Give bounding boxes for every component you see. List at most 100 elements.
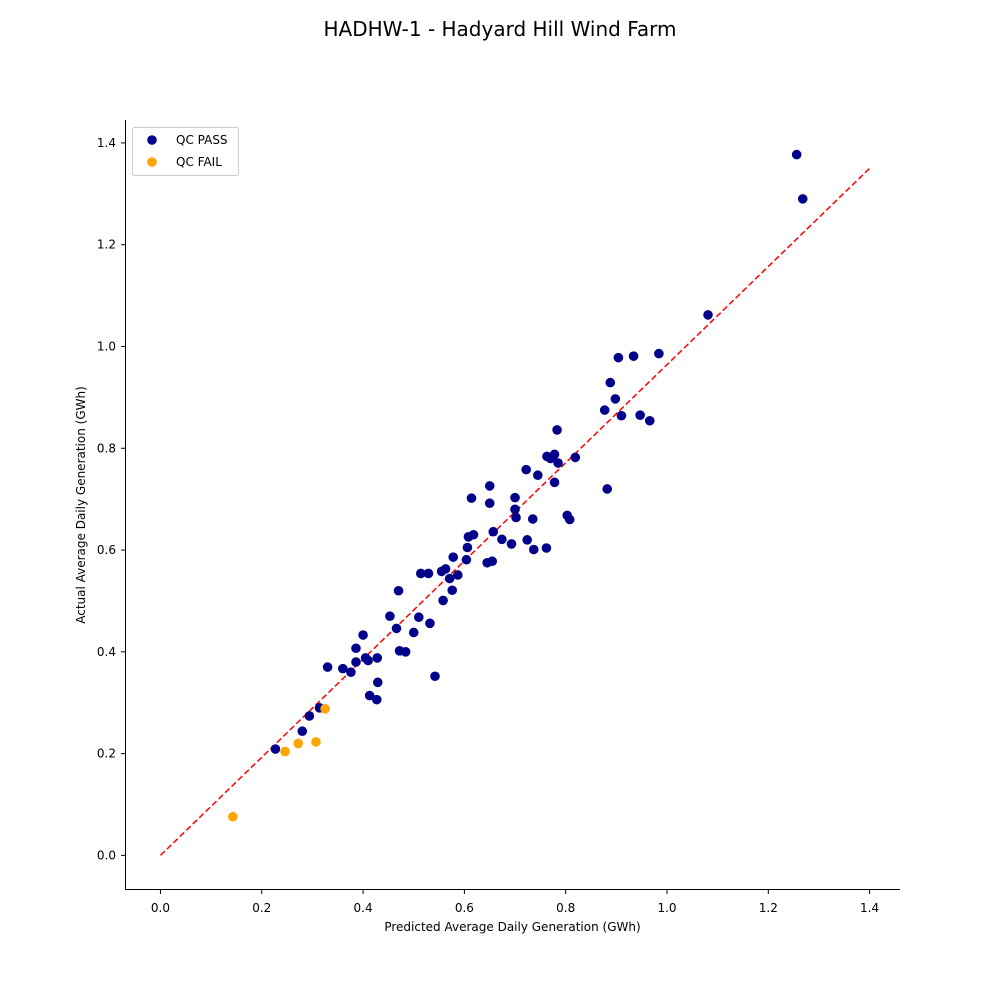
- legend-label-qc-fail: QC FAIL: [176, 155, 222, 169]
- legend: QC PASS QC FAIL: [132, 127, 239, 176]
- data-point-qc-pass: [613, 352, 624, 363]
- y-axis-label: Actual Average Daily Generation (GWh): [74, 386, 88, 624]
- y-tick-label: 0.0: [97, 848, 116, 862]
- data-point-qc-pass: [346, 667, 356, 677]
- data-point-qc-pass: [372, 653, 383, 663]
- data-point-qc-pass: [484, 498, 495, 509]
- legend-box: [132, 127, 239, 176]
- data-point-qc-pass: [599, 405, 610, 415]
- x-tick-label: 1.2: [759, 901, 778, 915]
- data-point-qc-pass: [602, 484, 613, 494]
- data-point-qc-pass: [616, 410, 627, 421]
- data-point-qc-pass: [605, 377, 616, 388]
- data-point-qc-pass: [564, 514, 575, 525]
- y-tick-label: 1.4: [97, 136, 116, 150]
- data-point-qc-pass: [570, 452, 581, 463]
- data-point-qc-pass: [522, 535, 532, 545]
- data-point-qc-pass: [549, 477, 560, 488]
- data-point-qc-pass: [447, 585, 458, 596]
- data-point-qc-pass: [351, 643, 361, 654]
- data-point-qc-pass: [488, 526, 499, 537]
- data-point-qc-pass: [351, 657, 361, 667]
- data-point-qc-pass: [297, 726, 308, 737]
- data-point-qc-pass: [393, 585, 404, 596]
- data-point-qc-pass: [487, 556, 498, 567]
- data-point-qc-pass: [628, 351, 639, 361]
- data-point-qc-pass: [791, 149, 802, 160]
- data-point-qc-pass: [654, 348, 664, 359]
- data-point-qc-pass: [644, 415, 655, 426]
- data-point-qc-pass: [408, 627, 419, 638]
- data-point-qc-pass: [552, 425, 562, 435]
- data-point-qc-pass: [413, 612, 424, 623]
- y-tick-label: 0.8: [97, 441, 116, 455]
- x-tick-label: 0.8: [556, 901, 575, 915]
- data-point-qc-pass: [533, 470, 543, 481]
- data-point-qc-fail: [320, 704, 330, 714]
- data-point-qc-pass: [338, 663, 348, 674]
- data-point-qc-pass: [448, 552, 459, 562]
- data-point-qc-pass: [506, 539, 517, 549]
- reference-line: [159, 167, 871, 856]
- data-point-qc-pass: [385, 611, 395, 621]
- data-point-qc-pass: [358, 630, 368, 640]
- data-point-qc-pass: [461, 554, 472, 565]
- data-point-qc-pass: [371, 694, 382, 705]
- data-point-qc-pass: [440, 564, 451, 574]
- data-point-qc-fail: [280, 746, 290, 757]
- data-point-qc-pass: [452, 570, 463, 580]
- data-point-qc-pass: [416, 568, 426, 579]
- data-point-qc-pass: [322, 662, 333, 672]
- y-tick-label: 0.4: [97, 645, 116, 659]
- x-tick-label: 1.4: [860, 901, 879, 915]
- data-point-qc-pass: [400, 647, 411, 657]
- data-point-qc-pass: [364, 690, 375, 701]
- data-point-qc-pass: [510, 492, 520, 503]
- data-point-qc-pass: [635, 410, 645, 420]
- data-point-qc-fail: [228, 811, 238, 822]
- x-tick-label: 0.6: [455, 901, 474, 915]
- data-point-qc-pass: [363, 655, 373, 666]
- chart-title: HADHW-1 - Hadyard Hill Wind Farm: [324, 17, 677, 41]
- data-point-qc-pass: [521, 464, 531, 475]
- y-tick-label: 1.2: [97, 238, 116, 252]
- data-point-qc-pass: [484, 481, 495, 491]
- x-tick-label: 0.2: [252, 901, 271, 915]
- data-point-qc-pass: [304, 711, 315, 721]
- data-point-qc-pass: [468, 529, 479, 540]
- data-point-qc-pass: [511, 512, 521, 523]
- data-point-qc-pass: [549, 449, 560, 460]
- data-point-qc-pass: [444, 573, 455, 584]
- data-point-qc-pass: [541, 543, 552, 553]
- data-point-qc-pass: [372, 677, 383, 688]
- x-tick-label: 1.0: [657, 901, 676, 915]
- data-point-qc-pass: [553, 458, 563, 468]
- data-point-qc-pass: [510, 504, 520, 515]
- data-point-qc-pass: [797, 194, 808, 204]
- data-point-qc-pass: [438, 595, 448, 606]
- y-tick-label: 0.6: [97, 543, 116, 557]
- legend-marker-qc-pass: [147, 135, 157, 145]
- y-tick-label: 1.0: [97, 339, 116, 353]
- data-point-qc-pass: [610, 394, 621, 404]
- data-point-qc-fail: [311, 737, 321, 747]
- x-axis-label: Predicted Average Daily Generation (GWh): [384, 920, 640, 934]
- data-point-qc-fail: [293, 738, 304, 749]
- data-point-qc-pass: [528, 544, 539, 555]
- data-point-qc-pass: [391, 623, 402, 634]
- data-point-qc-pass: [423, 568, 434, 579]
- legend-label-qc-pass: QC PASS: [176, 133, 228, 147]
- x-tick-label: 0.0: [151, 901, 170, 915]
- data-point-qc-pass: [703, 310, 713, 320]
- data-point-qc-pass: [462, 542, 473, 553]
- y-tick-label: 0.2: [97, 747, 116, 761]
- data-point-qc-pass: [425, 618, 435, 629]
- data-point-qc-pass: [466, 493, 477, 503]
- x-tick-label: 0.4: [354, 901, 373, 915]
- data-point-qc-pass: [527, 514, 538, 524]
- data-point-qc-pass: [497, 534, 507, 545]
- data-point-qc-pass: [270, 744, 281, 754]
- legend-marker-qc-fail: [147, 157, 157, 167]
- data-point-qc-pass: [430, 671, 440, 682]
